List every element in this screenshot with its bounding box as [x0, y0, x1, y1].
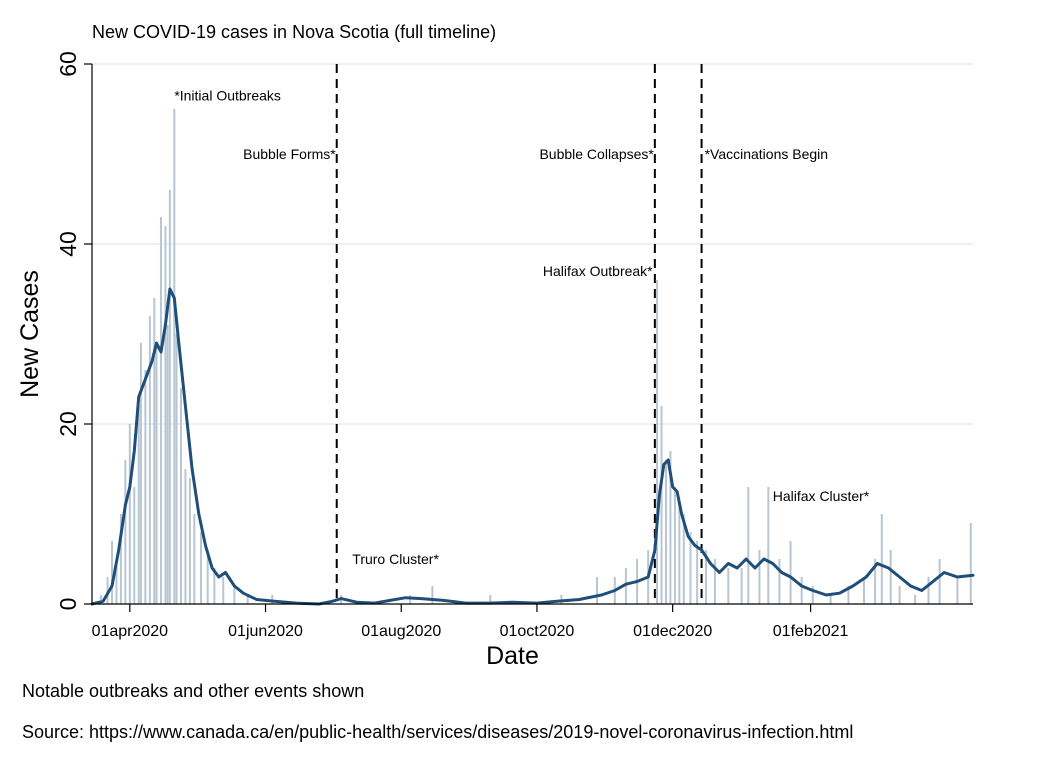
- bar-4: [119, 514, 122, 604]
- bar-64: [874, 559, 877, 604]
- bar-67: [898, 586, 901, 604]
- bar-27: [222, 577, 225, 604]
- bar-9: [139, 343, 142, 604]
- bar-38: [624, 568, 627, 604]
- y-tick-label-40: 40: [55, 231, 81, 257]
- bar-11: [148, 316, 151, 604]
- bar-59: [800, 577, 803, 604]
- bar-49: [696, 541, 699, 604]
- bar-53: [740, 568, 743, 604]
- daily-cases-bars: [99, 109, 972, 604]
- bar-23: [193, 514, 196, 604]
- bar-13: [155, 343, 158, 604]
- bar-6: [128, 424, 131, 604]
- bar-32: [409, 595, 412, 604]
- bar-15: [164, 226, 167, 604]
- y-tick-label-20: 20: [55, 411, 81, 437]
- bar-10: [144, 370, 147, 604]
- gridlines: [92, 63, 973, 425]
- bar-18: [173, 109, 176, 604]
- bar-33: [431, 586, 434, 604]
- bar-50: [705, 550, 708, 604]
- x-tick-label-2: 01aug2020: [361, 623, 441, 640]
- bar-48: [689, 532, 692, 604]
- bar-42: [660, 406, 663, 604]
- bar-63: [862, 577, 865, 604]
- chart-title: New COVID-19 cases in Nova Scotia (full …: [92, 22, 496, 42]
- annotation-0: *Initial Outbreaks: [174, 88, 281, 104]
- x-tick-label-0: 01apr2020: [92, 623, 169, 640]
- y-axis-label: New Cases: [16, 270, 44, 398]
- bar-52: [727, 568, 730, 604]
- bar-22: [188, 478, 191, 604]
- bar-14: [159, 217, 162, 604]
- chart: New COVID-19 cases in Nova Scotia (full …: [16, 22, 975, 670]
- bar-57: [778, 559, 781, 604]
- x-tick-label-3: 01oct2020: [500, 623, 575, 640]
- x-axis-label: Date: [486, 642, 539, 670]
- x-tick-label-5: 01feb2021: [773, 623, 849, 640]
- bar-65: [880, 514, 883, 604]
- bar-20: [179, 388, 182, 604]
- bar-21: [184, 469, 187, 604]
- annotation-1: Halifax Outbreak*: [543, 263, 653, 279]
- y-tick-label-60: 60: [55, 51, 81, 77]
- bar-47: [682, 514, 685, 604]
- bar-29: [246, 595, 249, 604]
- bar-66: [889, 550, 892, 604]
- annotations: *Initial Outbreaks Halifax Outbreak* Truro…: [174, 88, 869, 568]
- bar-62: [847, 586, 850, 604]
- bar-3: [115, 559, 118, 604]
- event-label-1: Bubble Collapses*: [539, 146, 654, 162]
- bar-1: [106, 577, 109, 604]
- bar-44: [669, 451, 672, 604]
- annotation-3: Halifax Cluster*: [773, 488, 870, 504]
- source-note: Source: https://www.canada.ca/en/public-…: [22, 722, 854, 742]
- bar-2: [111, 541, 114, 604]
- bar-12: [153, 298, 156, 604]
- bar-7: [133, 487, 136, 604]
- average-line-path: [90, 287, 975, 606]
- bar-61: [829, 595, 832, 604]
- bar-55: [758, 550, 761, 604]
- event-lines: Bubble Forms* Bubble Collapses* *Vaccinati…: [243, 64, 828, 604]
- x-tick-label-1: 01jun2020: [228, 623, 303, 640]
- bar-45: [673, 487, 676, 604]
- event-label-0: Bubble Forms*: [243, 146, 336, 162]
- bar-56: [767, 487, 770, 604]
- bar-68: [914, 595, 917, 604]
- bar-0: [99, 595, 102, 604]
- bar-19: [175, 334, 178, 604]
- bar-41: [656, 280, 659, 604]
- event-label-2: *Vaccinations Begin: [705, 146, 828, 162]
- bar-16: [166, 325, 169, 604]
- bar-8: [137, 406, 140, 604]
- bar-72: [969, 523, 972, 604]
- bar-69: [927, 577, 930, 604]
- chart-note: Notable outbreaks and other events shown: [22, 681, 365, 701]
- bar-30: [271, 595, 274, 604]
- bar-51: [713, 559, 716, 604]
- bar-17: [168, 190, 171, 604]
- annotation-2: Truro Cluster*: [352, 551, 439, 567]
- bar-36: [596, 577, 599, 604]
- seven-day-average-line: [90, 287, 975, 606]
- bar-5: [124, 460, 127, 604]
- bar-25: [206, 550, 209, 604]
- bar-54: [747, 487, 750, 604]
- bar-28: [233, 586, 236, 604]
- bar-43: [664, 460, 667, 604]
- bar-58: [789, 541, 792, 604]
- bar-26: [213, 568, 216, 604]
- bar-70: [938, 559, 941, 604]
- x-tick-label-4: 01dec2020: [633, 623, 712, 640]
- bar-46: [678, 505, 681, 604]
- bar-71: [956, 577, 959, 604]
- bar-24: [200, 532, 203, 604]
- y-tick-label-0: 0: [55, 598, 81, 611]
- bar-34: [489, 595, 492, 604]
- axes: 0 20 40 60 01apr2020 01jun2020 01aug2020 01oct2…: [55, 51, 973, 640]
- bar-60: [811, 586, 814, 604]
